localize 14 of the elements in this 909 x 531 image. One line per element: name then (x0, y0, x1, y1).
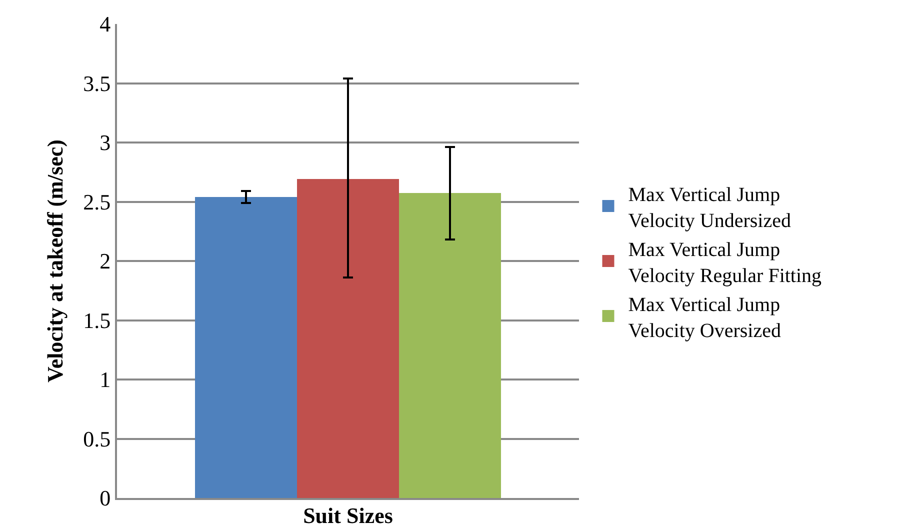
y-tick-label: 3.5 (83, 70, 111, 96)
legend-label: Max Vertical Jump Velocity Regular Fitting (628, 238, 822, 287)
y-tick-label: 0 (100, 486, 111, 511)
y-tick-label: 3 (100, 130, 111, 156)
legend-label: Max Vertical Jump Velocity Oversized (628, 294, 781, 342)
y-tick-label: 0.5 (83, 426, 111, 452)
legend-label: Max Vertical Jump Velocity Undersized (628, 184, 791, 232)
y-tick-label: 1 (100, 367, 111, 392)
y-tick-label: 2 (100, 248, 111, 274)
x-axis-title: Suit Sizes (303, 502, 394, 528)
y-axis-title: Velocity at takeoff (m/sec) (42, 140, 68, 382)
y-tick-label: 1.5 (83, 308, 111, 333)
y-tick-label: 2.5 (83, 189, 111, 214)
y-tick-label: 4 (100, 12, 111, 37)
